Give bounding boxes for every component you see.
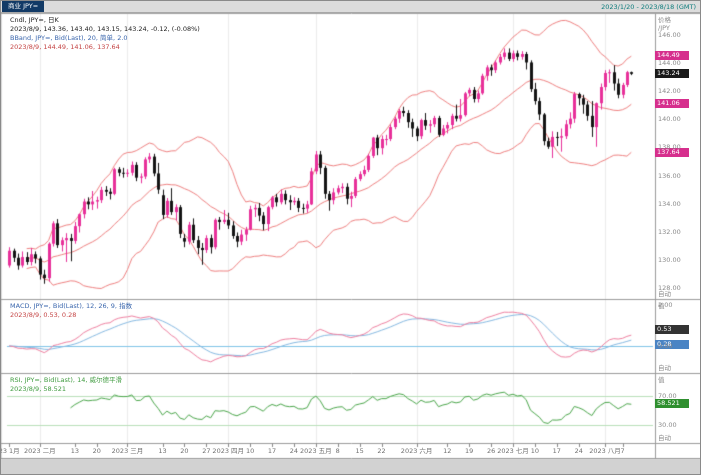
price-axis-unit: 价格	[658, 16, 671, 24]
date-range-label: 2023/1/20 - 2023/8/18 (GMT)	[601, 3, 696, 11]
rsi-legend-line1: RSI, JPY=, Bid(Last), 14, 威尔德平滑	[10, 376, 122, 384]
badge-macd-signal: 0.28	[655, 340, 689, 349]
macd-legend-line1: MACD, JPY=, Bid(Last), 12, 26, 9, 指数	[10, 302, 133, 310]
title-bar: 商业 JPY= 2023/1/20 - 2023/8/18 (GMT)	[1, 1, 700, 13]
macd-axis-auto[interactable]: 自动	[658, 364, 671, 372]
price-axis-auto[interactable]: 自动	[658, 290, 671, 298]
badge-last-price: 143.24	[655, 69, 689, 78]
main-legend-line2: 2023/8/9, 143.36, 143.40, 143.15, 143.24…	[10, 25, 200, 33]
price-axis-currency: /JPY	[658, 24, 670, 32]
app-tab[interactable]: 商业 JPY=	[2, 1, 45, 12]
bottom-bar	[1, 459, 700, 474]
badge-rsi-value: 58.521	[655, 399, 689, 408]
main-legend-line1: Cndl, JPY=, 日K	[10, 16, 59, 24]
bband-legend-line: BBand, JPY=, Bid(Last), 20, 简单, 2.0	[10, 34, 128, 42]
macd-axis-unit: 值	[658, 302, 665, 310]
bband-values-line: 2023/8/9, 144.49, 141.06, 137.64	[10, 43, 120, 51]
rsi-axis-auto[interactable]: 自动	[658, 434, 671, 442]
badge-bb-lower: 137.64	[655, 148, 689, 157]
rsi-axis-unit: 值	[658, 376, 665, 384]
macd-legend-line2: 2023/8/9, 0.53, 0.28	[10, 311, 77, 319]
rsi-legend-line2: 2023/8/9, 58.521	[10, 385, 67, 393]
badge-bb-middle: 141.06	[655, 99, 689, 108]
badge-macd-value: 0.53	[655, 325, 689, 334]
badge-bb-upper: 144.49	[655, 51, 689, 60]
